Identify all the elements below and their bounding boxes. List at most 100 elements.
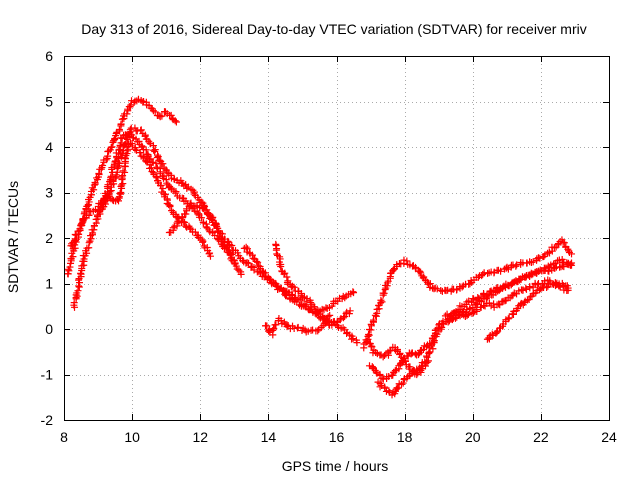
track-g-marker — [340, 314, 348, 322]
track-c-marker — [70, 299, 78, 307]
track-e-marker — [212, 221, 220, 229]
track-g-marker — [288, 282, 296, 290]
track-m-marker — [526, 284, 534, 292]
track-b-marker — [78, 221, 86, 229]
track-a-marker — [118, 115, 126, 123]
track-c-marker — [197, 214, 205, 222]
track-b-marker — [151, 148, 159, 156]
track-g-marker — [315, 310, 323, 318]
track-m-marker — [464, 311, 472, 319]
track-c-marker — [147, 155, 155, 163]
y-tick-label: 0 — [45, 321, 53, 337]
track-i-marker — [536, 254, 544, 262]
track-i-marker — [568, 250, 576, 258]
track-c-marker — [109, 168, 117, 176]
y-tick-label: -2 — [41, 412, 54, 428]
axis-ticks — [64, 56, 610, 421]
track-m-marker — [498, 298, 506, 306]
track-i-marker — [545, 248, 553, 256]
track-i-marker — [560, 239, 568, 247]
track-i-marker — [377, 296, 385, 304]
track-c-marker — [222, 244, 230, 252]
track-e-marker — [186, 203, 194, 211]
track-a-marker — [171, 117, 179, 125]
track-c-marker — [135, 137, 143, 145]
track-d-marker — [206, 252, 214, 260]
track-k-marker — [551, 264, 559, 272]
track-b-marker — [159, 160, 167, 168]
track-k-marker — [560, 263, 568, 271]
track-i-marker — [370, 316, 378, 324]
track-e-marker — [353, 339, 361, 347]
track-c-marker — [138, 142, 146, 150]
track-d-marker — [131, 145, 139, 153]
track-b-marker — [155, 156, 163, 164]
track-f-marker — [280, 286, 288, 294]
track-i-marker — [479, 270, 487, 278]
y-tick-label: 1 — [45, 276, 53, 292]
track-d-marker — [100, 194, 108, 202]
track-g-marker — [341, 313, 349, 321]
track-b-marker — [126, 126, 134, 134]
track-k-marker — [430, 337, 438, 345]
track-d-marker — [159, 185, 167, 193]
track-f-marker — [252, 257, 260, 265]
track-a-marker — [151, 108, 159, 116]
track-j-marker — [385, 373, 393, 381]
track-i-marker — [433, 285, 441, 293]
track-k-marker — [430, 338, 438, 346]
track-d-marker — [186, 224, 194, 232]
track-e-marker — [182, 210, 190, 218]
x-tick-label: 20 — [465, 429, 481, 445]
track-b-marker — [72, 231, 80, 239]
track-e-marker — [200, 205, 208, 213]
track-f-marker — [248, 251, 256, 259]
track-k-marker — [394, 384, 402, 392]
track-k-marker — [568, 259, 576, 267]
track-i-marker — [497, 267, 505, 275]
track-i-marker — [529, 258, 537, 266]
track-i-marker — [378, 298, 386, 306]
track-a-marker — [161, 108, 169, 116]
x-axis-label: GPS time / hours — [282, 458, 389, 474]
track-k-marker — [381, 384, 389, 392]
track-h-marker — [309, 326, 317, 334]
track-c-marker — [80, 255, 88, 263]
track-g-marker — [311, 303, 319, 311]
track-l-marker — [423, 358, 431, 366]
track-a-marker — [167, 111, 175, 119]
y-tick-label: 6 — [45, 48, 53, 64]
track-d-marker — [118, 173, 126, 181]
track-g-marker — [283, 273, 291, 281]
track-a-marker — [158, 112, 166, 120]
track-k-marker — [397, 380, 405, 388]
y-tick-label: 5 — [45, 94, 53, 110]
track-i-marker — [564, 245, 572, 253]
track-i-marker — [512, 262, 520, 270]
track-l-marker — [367, 342, 375, 350]
track-d-marker — [136, 148, 144, 156]
track-d-marker — [121, 168, 129, 176]
track-c-marker — [107, 172, 115, 180]
track-n-marker — [551, 279, 559, 287]
track-g-marker — [328, 321, 336, 329]
track-k-marker — [444, 318, 452, 326]
track-h-marker — [277, 317, 285, 325]
track-g-marker — [303, 297, 311, 305]
track-e-marker — [228, 242, 236, 250]
track-e-marker — [169, 224, 177, 232]
track-d-marker — [139, 153, 147, 161]
track-i-marker — [416, 267, 424, 275]
track-e-marker — [179, 214, 187, 222]
track-a-marker — [108, 143, 116, 151]
track-c-marker — [95, 208, 103, 216]
x-tick-label: 14 — [261, 429, 277, 445]
track-i-marker — [466, 280, 474, 288]
track-k-marker — [512, 277, 520, 285]
track-c-marker — [237, 270, 245, 278]
track-b-marker — [154, 153, 162, 161]
track-i-marker — [411, 263, 419, 271]
track-e-marker — [243, 259, 251, 267]
track-i-marker — [484, 269, 492, 277]
